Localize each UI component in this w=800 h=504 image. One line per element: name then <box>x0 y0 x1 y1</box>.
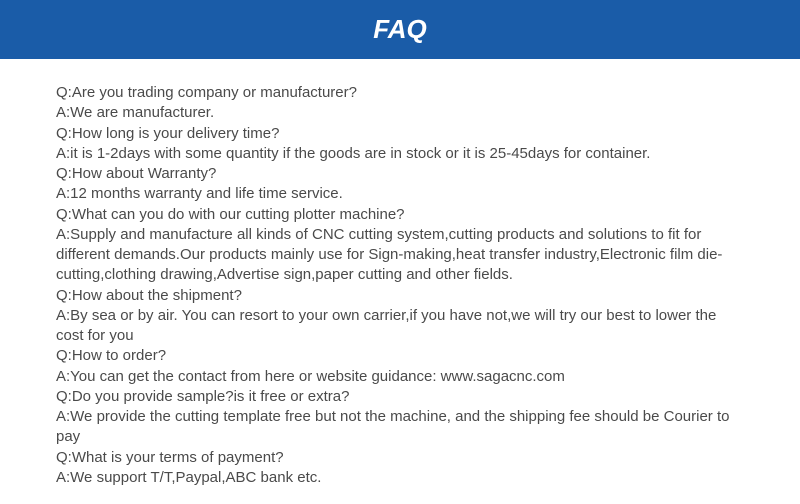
faq-line: A:We provide the cutting template free b… <box>56 407 744 448</box>
faq-line: Q:What can you do with our cutting plott… <box>56 205 744 225</box>
faq-content: Q:Are you trading company or manufacture… <box>0 59 800 504</box>
faq-header: FAQ <box>0 0 800 59</box>
faq-line: A:We are manufacturer. <box>56 103 744 123</box>
faq-line: Q:How about Warranty? <box>56 164 744 184</box>
faq-line: Q:How long is your delivery time? <box>56 124 744 144</box>
faq-line: Q:How to order? <box>56 346 744 366</box>
faq-line: A:You can get the contact from here or w… <box>56 367 744 387</box>
faq-line: Q:Are you trading company or manufacture… <box>56 83 744 103</box>
faq-line: Q:How about the shipment? <box>56 286 744 306</box>
faq-title: FAQ <box>0 14 800 45</box>
faq-line: Q:Do you provide sample?is it free or ex… <box>56 387 744 407</box>
faq-line: A:By sea or by air. You can resort to yo… <box>56 306 744 347</box>
faq-line: Q:What is your terms of payment? <box>56 448 744 468</box>
faq-line: A:it is 1-2days with some quantity if th… <box>56 144 744 164</box>
faq-line: A:We support T/T,Paypal,ABC bank etc. <box>56 468 744 488</box>
faq-line: A:12 months warranty and life time servi… <box>56 184 744 204</box>
faq-line: A:Supply and manufacture all kinds of CN… <box>56 225 744 286</box>
